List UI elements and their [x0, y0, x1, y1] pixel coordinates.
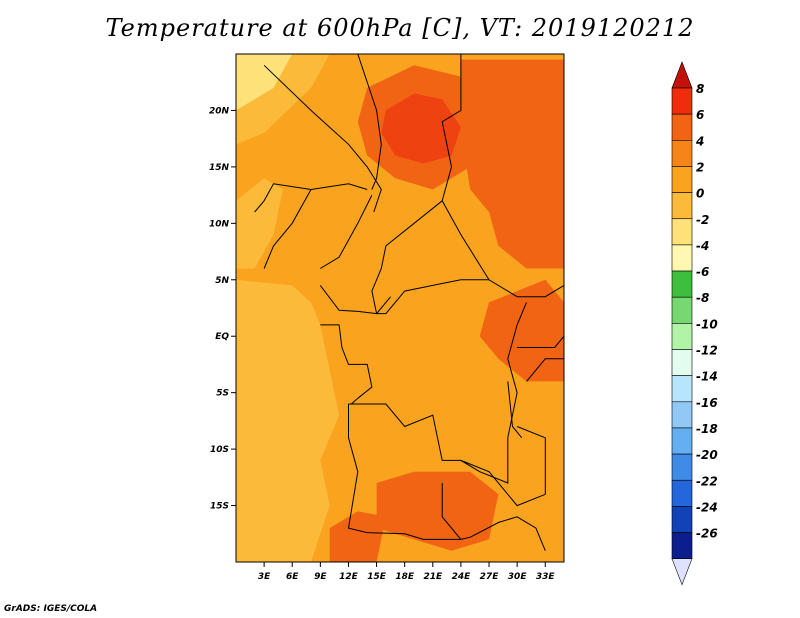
colorbar-swatch	[671, 375, 693, 403]
temperature-field	[236, 54, 564, 562]
colorbar-swatch	[671, 532, 693, 559]
colorbar-level-label: -6	[696, 265, 709, 279]
colorbar-swatch	[671, 506, 693, 533]
y-tick-label: 20N	[209, 106, 230, 116]
border-line	[263, 189, 312, 269]
colorbar-swatch	[671, 113, 693, 141]
colorbar-swatch	[671, 87, 693, 115]
colorbar-swatch	[671, 166, 693, 193]
colorbar-level-label: -8	[696, 291, 709, 305]
border-line	[460, 426, 546, 507]
y-tick-label: 15N	[209, 163, 230, 173]
x-tick-label: 18E	[395, 572, 415, 582]
border-line	[526, 358, 564, 382]
colorbar-level-label: -22	[696, 474, 718, 488]
colorbar-swatch	[671, 427, 693, 455]
colorbar-level-label: -4	[696, 239, 709, 253]
x-tick-label: 21E	[423, 572, 443, 582]
colorbar-level-label: -14	[696, 370, 718, 384]
country-borders	[254, 54, 564, 551]
y-tick-label: 15S	[210, 502, 229, 512]
border-line	[347, 404, 471, 540]
map-frame	[235, 53, 565, 563]
region-nw-lightest	[236, 54, 293, 111]
colorbar-level-label: -18	[696, 422, 718, 436]
border-line	[348, 302, 527, 484]
colorbar-swatch	[671, 244, 693, 272]
colorbar-level-label: -2	[696, 213, 709, 227]
border-line	[507, 381, 523, 439]
region-east-sudan-warm	[460, 59, 564, 269]
y-tick-label: EQ	[215, 332, 229, 342]
x-tick-label: 24E	[452, 572, 472, 582]
colorbar-level-label: -10	[696, 317, 718, 331]
border-line	[319, 285, 391, 315]
border-line	[441, 483, 462, 540]
axis-ticks: 3E 6E 9E 12E 15E 18E 21E 24E 27E 30E 33E 20N 15N 10N 5…	[209, 106, 556, 582]
y-tick-label: 10S	[210, 445, 229, 455]
colorbar-top-arrow	[671, 61, 693, 89]
region-zambia-warm	[376, 471, 499, 551]
colorbar-swatch	[671, 270, 693, 298]
x-tick-label: 30E	[508, 572, 528, 582]
colorbar-swatch	[671, 218, 693, 246]
colorbar-level-label: 4	[695, 134, 704, 148]
colorbar-level-label: -20	[696, 448, 718, 462]
colorbar-level-label: -24	[696, 500, 718, 514]
x-tick-label: 33E	[536, 572, 556, 582]
colorbar-swatch	[671, 140, 693, 167]
border-line	[320, 324, 373, 405]
colorbar-level-label: -16	[696, 396, 718, 410]
colorbar-swatch	[671, 296, 693, 324]
region-west-coast-cool	[236, 178, 283, 269]
y-tick-label: 5S	[216, 389, 229, 399]
region-west-africa-cool	[236, 279, 340, 562]
colorbar-swatch	[671, 323, 693, 350]
region-saharan-hot-center	[381, 93, 461, 164]
colorbar-swatch	[671, 453, 693, 481]
border-line	[357, 54, 382, 190]
border-line	[263, 64, 382, 213]
colorbar-level-label: 2	[696, 160, 704, 174]
chart-title: Temperature at 600hPa [C], VT: 201912021…	[105, 14, 695, 42]
colorbar-swatch	[671, 401, 693, 429]
colorbar-level-label: -12	[696, 344, 718, 358]
x-tick-label: 27E	[480, 572, 500, 582]
x-tick-label: 12E	[339, 572, 359, 582]
border-line	[320, 194, 373, 269]
border-line	[254, 183, 368, 213]
region-south-west-warm	[329, 511, 386, 562]
colorbar-level-label: 6	[696, 108, 704, 122]
border-line	[517, 335, 564, 348]
x-tick-label: 6E	[286, 572, 299, 582]
x-tick-label: 9E	[314, 572, 327, 582]
colorbar: 8 6 4 2 0 -2 -4 -6 -8 -10 -12 -14 -16 -18 -20 -22 -24 -26	[671, 61, 718, 586]
software-credit: GrADS: IGES/COLA	[4, 604, 98, 614]
border-line	[441, 54, 518, 298]
y-tick-label: 5N	[215, 276, 229, 286]
colorbar-swatch	[671, 479, 693, 507]
border-line	[517, 284, 564, 298]
colorbar-bottom-arrow	[671, 558, 693, 586]
region-great-lakes-warm	[479, 279, 564, 382]
border-line	[470, 516, 546, 551]
x-tick-label: 3E	[258, 572, 271, 582]
colorbar-swatch	[671, 349, 693, 376]
colorbar-swatch	[671, 192, 693, 220]
x-tick-label: 15E	[367, 572, 387, 582]
colorbar-level-label: -26	[696, 527, 718, 541]
colorbar-level-label: 0	[696, 187, 704, 201]
y-tick-label: 10N	[209, 219, 230, 229]
colorbar-level-label: 8	[696, 82, 704, 96]
